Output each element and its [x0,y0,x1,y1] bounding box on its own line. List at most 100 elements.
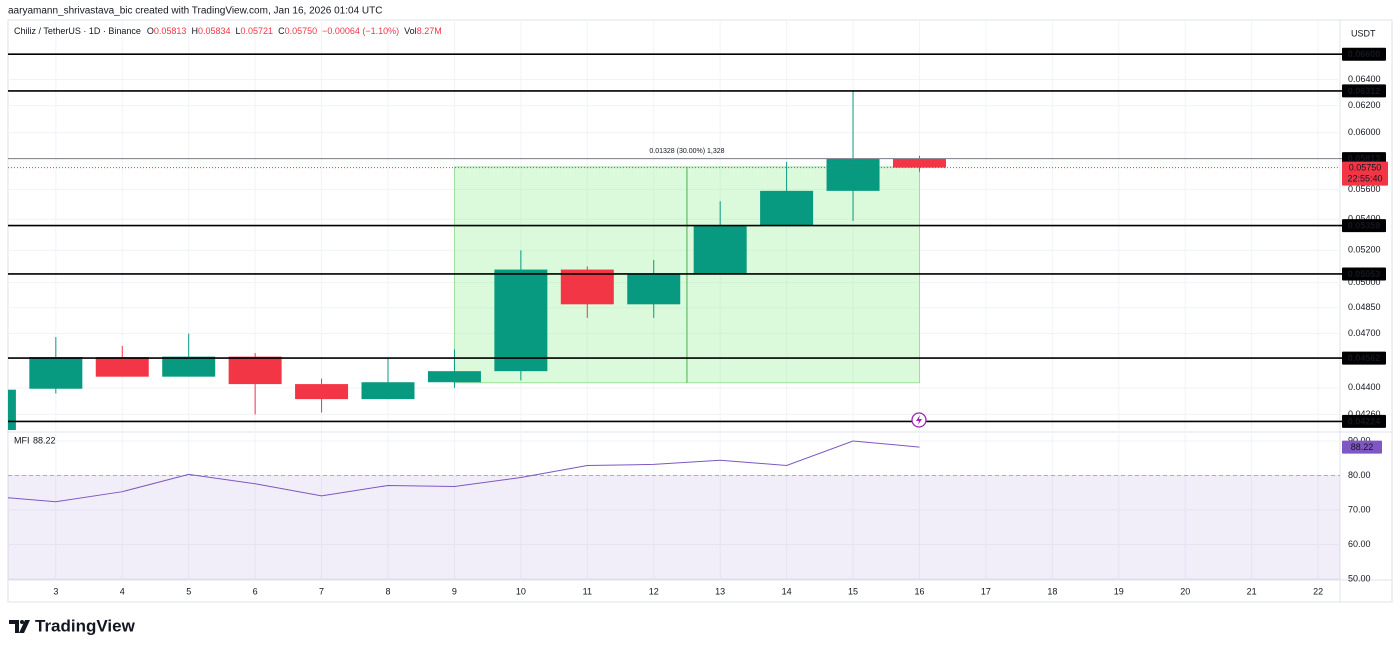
price-label: 0.06600 [1348,49,1381,59]
x-tick-label: 19 [1114,586,1124,596]
ohlc-key: O [147,26,154,36]
x-tick-label: 18 [1047,586,1057,596]
y-tick-label: 0.05400 [1348,214,1381,224]
mfi-tick-label: 80.00 [1348,470,1371,480]
y-tick-label: 0.04400 [1348,382,1381,392]
candle-body [427,371,481,383]
price-label: 0.05813 [1348,154,1381,164]
price-label-box [1342,267,1386,281]
price-label: 0.04224 [1348,416,1381,426]
mfi-pane [8,440,1340,580]
y-tick-label: 0.04700 [1348,328,1381,338]
ohlc-key: L [236,26,241,36]
brand: TradingView [35,616,136,635]
x-tick-label: 5 [186,586,191,596]
candle-body [228,356,282,385]
price-pane [8,90,1340,431]
x-tick-label: 15 [848,586,858,596]
mfi-value-label: 88.22 [1351,442,1374,452]
vol-value: 8.27M [417,26,442,36]
ohlc-value: 0.05834 [198,26,231,36]
x-tick-label: 4 [120,586,125,596]
y-tick-label: 0.06000 [1348,127,1381,137]
x-tick-label: 22 [1313,586,1323,596]
y-tick-label: 0.05000 [1348,277,1381,287]
ohlc-key: C [278,26,285,36]
x-tick-label: 9 [452,586,457,596]
candle-body [29,356,83,389]
ohlc-value: 0.05813 [154,26,187,36]
price-label: 0.05053 [1348,269,1381,279]
currency: USDT [1351,28,1376,38]
mfi-value-box [1342,440,1382,454]
logo-mark [19,620,30,633]
ohlc-value: 0.05721 [241,26,274,36]
x-tick-label: 21 [1247,586,1257,596]
price-label-box [1342,219,1386,233]
x-tick-label: 13 [715,586,725,596]
price-label-box [1342,351,1386,365]
price-label-box [1342,84,1386,98]
price-label: 0.04562 [1348,353,1381,363]
x-tick-label: 10 [516,586,526,596]
legend: Chiliz / TetherUS · 1D · Binance O0.05813… [14,26,442,36]
y-tick-label: 0.06400 [1348,74,1381,84]
x-tick-label: 7 [319,586,324,596]
candle-body [361,382,415,400]
candle-body [95,356,149,377]
x-tick-label: 16 [914,586,924,596]
logo: TradingView [9,616,136,635]
mfi-tick-label: 90.00 [1348,435,1371,445]
y-tick-label: 0.04850 [1348,302,1381,312]
mfi-tick-label: 70.00 [1348,504,1371,514]
candle-body [892,158,946,168]
mfi-band [8,475,1340,580]
y-tick-label: 0.05600 [1348,184,1381,194]
candle-body [760,190,814,226]
axes: 3 4 5 6 7 8 9 10 11 12 13 14 15 16 17 18 19 20 21 22 0.04260… [8,47,1388,596]
event-icon-bolt [916,415,922,425]
y-tick-label: 0.05200 [1348,245,1381,255]
vol-key: Vol [404,26,417,36]
candle-body [8,389,16,431]
logo-mark [20,620,24,624]
y-tick-label: 0.06200 [1348,100,1381,110]
x-tick-label: 12 [649,586,659,596]
frame [7,19,1393,603]
last-price-box [1342,161,1388,186]
mfi-current: 88.22 [33,435,56,445]
x-tick-label: 6 [253,586,258,596]
price-label: 0.05359 [1348,220,1381,230]
y-tick-label: 0.04260 [1348,409,1381,419]
measure-label: 0.01328 (30.00%) 1,328 [649,148,724,155]
logo-mark [9,620,19,633]
x-tick-label: 17 [981,586,991,596]
candle-body [826,158,880,191]
x-tick-label: 14 [782,586,792,596]
change: −0.00064 (−1.10%) [322,26,399,36]
mfi-name: MFI [14,435,30,445]
mfi-line [8,440,920,503]
x-tick-label: 20 [1180,586,1190,596]
countdown: 22:55:40 [1347,174,1382,184]
ohlc-key: H [191,26,198,36]
price-label: 0.06312 [1348,86,1381,96]
x-tick-label: 3 [53,586,58,596]
ohlc-value: 0.05750 [285,26,318,36]
attribution: aaryamann_shrivastava_bic created with T… [8,6,382,17]
price-label-box [1342,414,1386,428]
candle-body [693,225,747,275]
candle-body [560,269,614,305]
last-price-label: 0.05750 [1349,163,1382,173]
x-tick-label: 8 [385,586,390,596]
x-tick-label: 11 [583,586,592,596]
symbol: Chiliz / TetherUS · 1D · Binance [14,26,141,36]
mfi-tick-label: 60.00 [1348,539,1371,549]
candle-body [627,274,681,305]
price-label-box [1342,47,1386,61]
candle-body [494,269,548,372]
candle-body [162,356,216,377]
